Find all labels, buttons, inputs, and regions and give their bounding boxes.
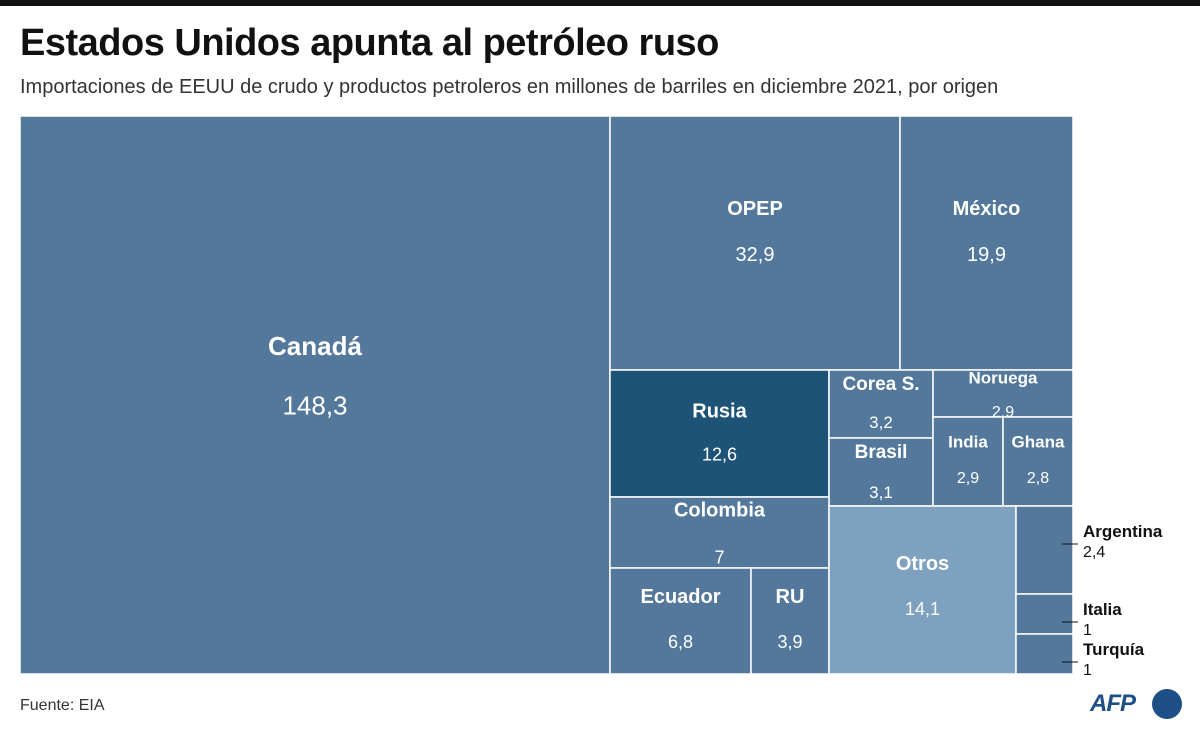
cell-label-opep: OPEP: [727, 198, 783, 220]
chart-title: Estados Unidos apunta al petróleo ruso: [20, 22, 719, 64]
treemap-cell-ru: RU 3,9: [750, 567, 830, 675]
top-rule: [0, 0, 1200, 6]
cell-label-ru: RU: [776, 586, 805, 608]
cell-value-mexico: 19,9: [967, 244, 1006, 266]
cell-label-noruega: Noruega: [969, 369, 1039, 388]
cell-label-mexico: México: [953, 198, 1021, 220]
treemap-rect-opep: [609, 115, 901, 371]
outside-value-argentina: 2,4: [1083, 544, 1105, 561]
outside-value-turquia: 1: [1083, 662, 1092, 679]
treemap-cell-brasil: Brasil 3,1: [828, 437, 934, 507]
cell-value-ecuador: 6,8: [668, 632, 693, 652]
treemap-rect-rusia: [609, 369, 830, 498]
source-note: Fuente: EIA: [20, 697, 105, 714]
outside-label-argentina: Argentina: [1083, 522, 1163, 541]
treemap-cell-argentina: Argentina 2,4: [1015, 505, 1163, 595]
treemap-rect-ghana: [1002, 416, 1074, 507]
outside-value-italia: 1: [1083, 622, 1092, 639]
treemap-cell-turquia: Turquía 1: [1015, 633, 1145, 679]
treemap-cell-ecuador: Ecuador 6,8: [609, 567, 752, 675]
treemap-rect-turquia: [1015, 633, 1074, 675]
cell-label-canada: Canadá: [268, 331, 362, 361]
treemap-cell-canada: Canadá 148,3: [19, 115, 611, 675]
cell-value-canada: 148,3: [282, 391, 347, 421]
cell-value-colombia: 7: [714, 547, 724, 567]
cell-value-rusia: 12,6: [702, 444, 737, 464]
treemap-rect-mexico: [899, 115, 1074, 371]
cell-label-colombia: Colombia: [674, 500, 766, 522]
cell-value-corea-s: 3,2: [869, 413, 893, 432]
treemap-cell-ghana: Ghana 2,8: [1002, 416, 1074, 507]
cell-value-ru: 3,9: [777, 632, 802, 652]
treemap-rect-colombia: [609, 496, 830, 569]
treemap-cell-mexico: México 19,9: [899, 115, 1074, 371]
treemap-cell-colombia: Colombia 7: [609, 496, 830, 569]
afp-logo-text: AFP: [1090, 690, 1136, 717]
cell-label-otros: Otros: [896, 553, 949, 575]
outside-label-turquia: Turquía: [1083, 640, 1145, 659]
cell-label-corea-s: Corea S.: [842, 374, 919, 395]
treemap-rect-noruega: [932, 369, 1074, 418]
outside-label-italia: Italia: [1083, 600, 1122, 619]
cell-value-brasil: 3,1: [869, 483, 893, 502]
treemap-cell-corea-s: Corea S. 3,2: [828, 369, 934, 439]
treemap-rect-india: [932, 416, 1004, 507]
treemap-cell-otros: Otros 14,1: [828, 505, 1017, 675]
treemap-rect-canada: [19, 115, 611, 675]
cell-label-brasil: Brasil: [855, 442, 908, 463]
treemap-rect-ru: [750, 567, 830, 675]
treemap-cell-italia: Italia 1: [1015, 593, 1122, 639]
cell-value-india: 2,9: [957, 470, 979, 487]
cell-label-ecuador: Ecuador: [640, 586, 720, 608]
cell-label-ghana: Ghana: [1012, 433, 1065, 452]
treemap-cell-india: India 2,9: [932, 416, 1004, 507]
treemap-rect-argentina: [1015, 505, 1074, 595]
cell-label-india: India: [948, 433, 988, 452]
cell-value-otros: 14,1: [905, 599, 940, 619]
afp-logo-dot-icon: [1152, 689, 1182, 719]
cell-label-rusia: Rusia: [692, 401, 747, 423]
cell-value-opep: 32,9: [736, 244, 775, 266]
treemap-rect-italia: [1015, 593, 1074, 635]
treemap-rect-ecuador: [609, 567, 752, 675]
chart-subtitle: Importaciones de EEUU de crudo y product…: [20, 76, 999, 98]
treemap-cell-rusia: Rusia 12,6: [609, 369, 830, 498]
cell-value-ghana: 2,8: [1027, 470, 1049, 487]
treemap-cell-opep: OPEP 32,9: [609, 115, 901, 371]
treemap-rect-otros: [828, 505, 1017, 675]
